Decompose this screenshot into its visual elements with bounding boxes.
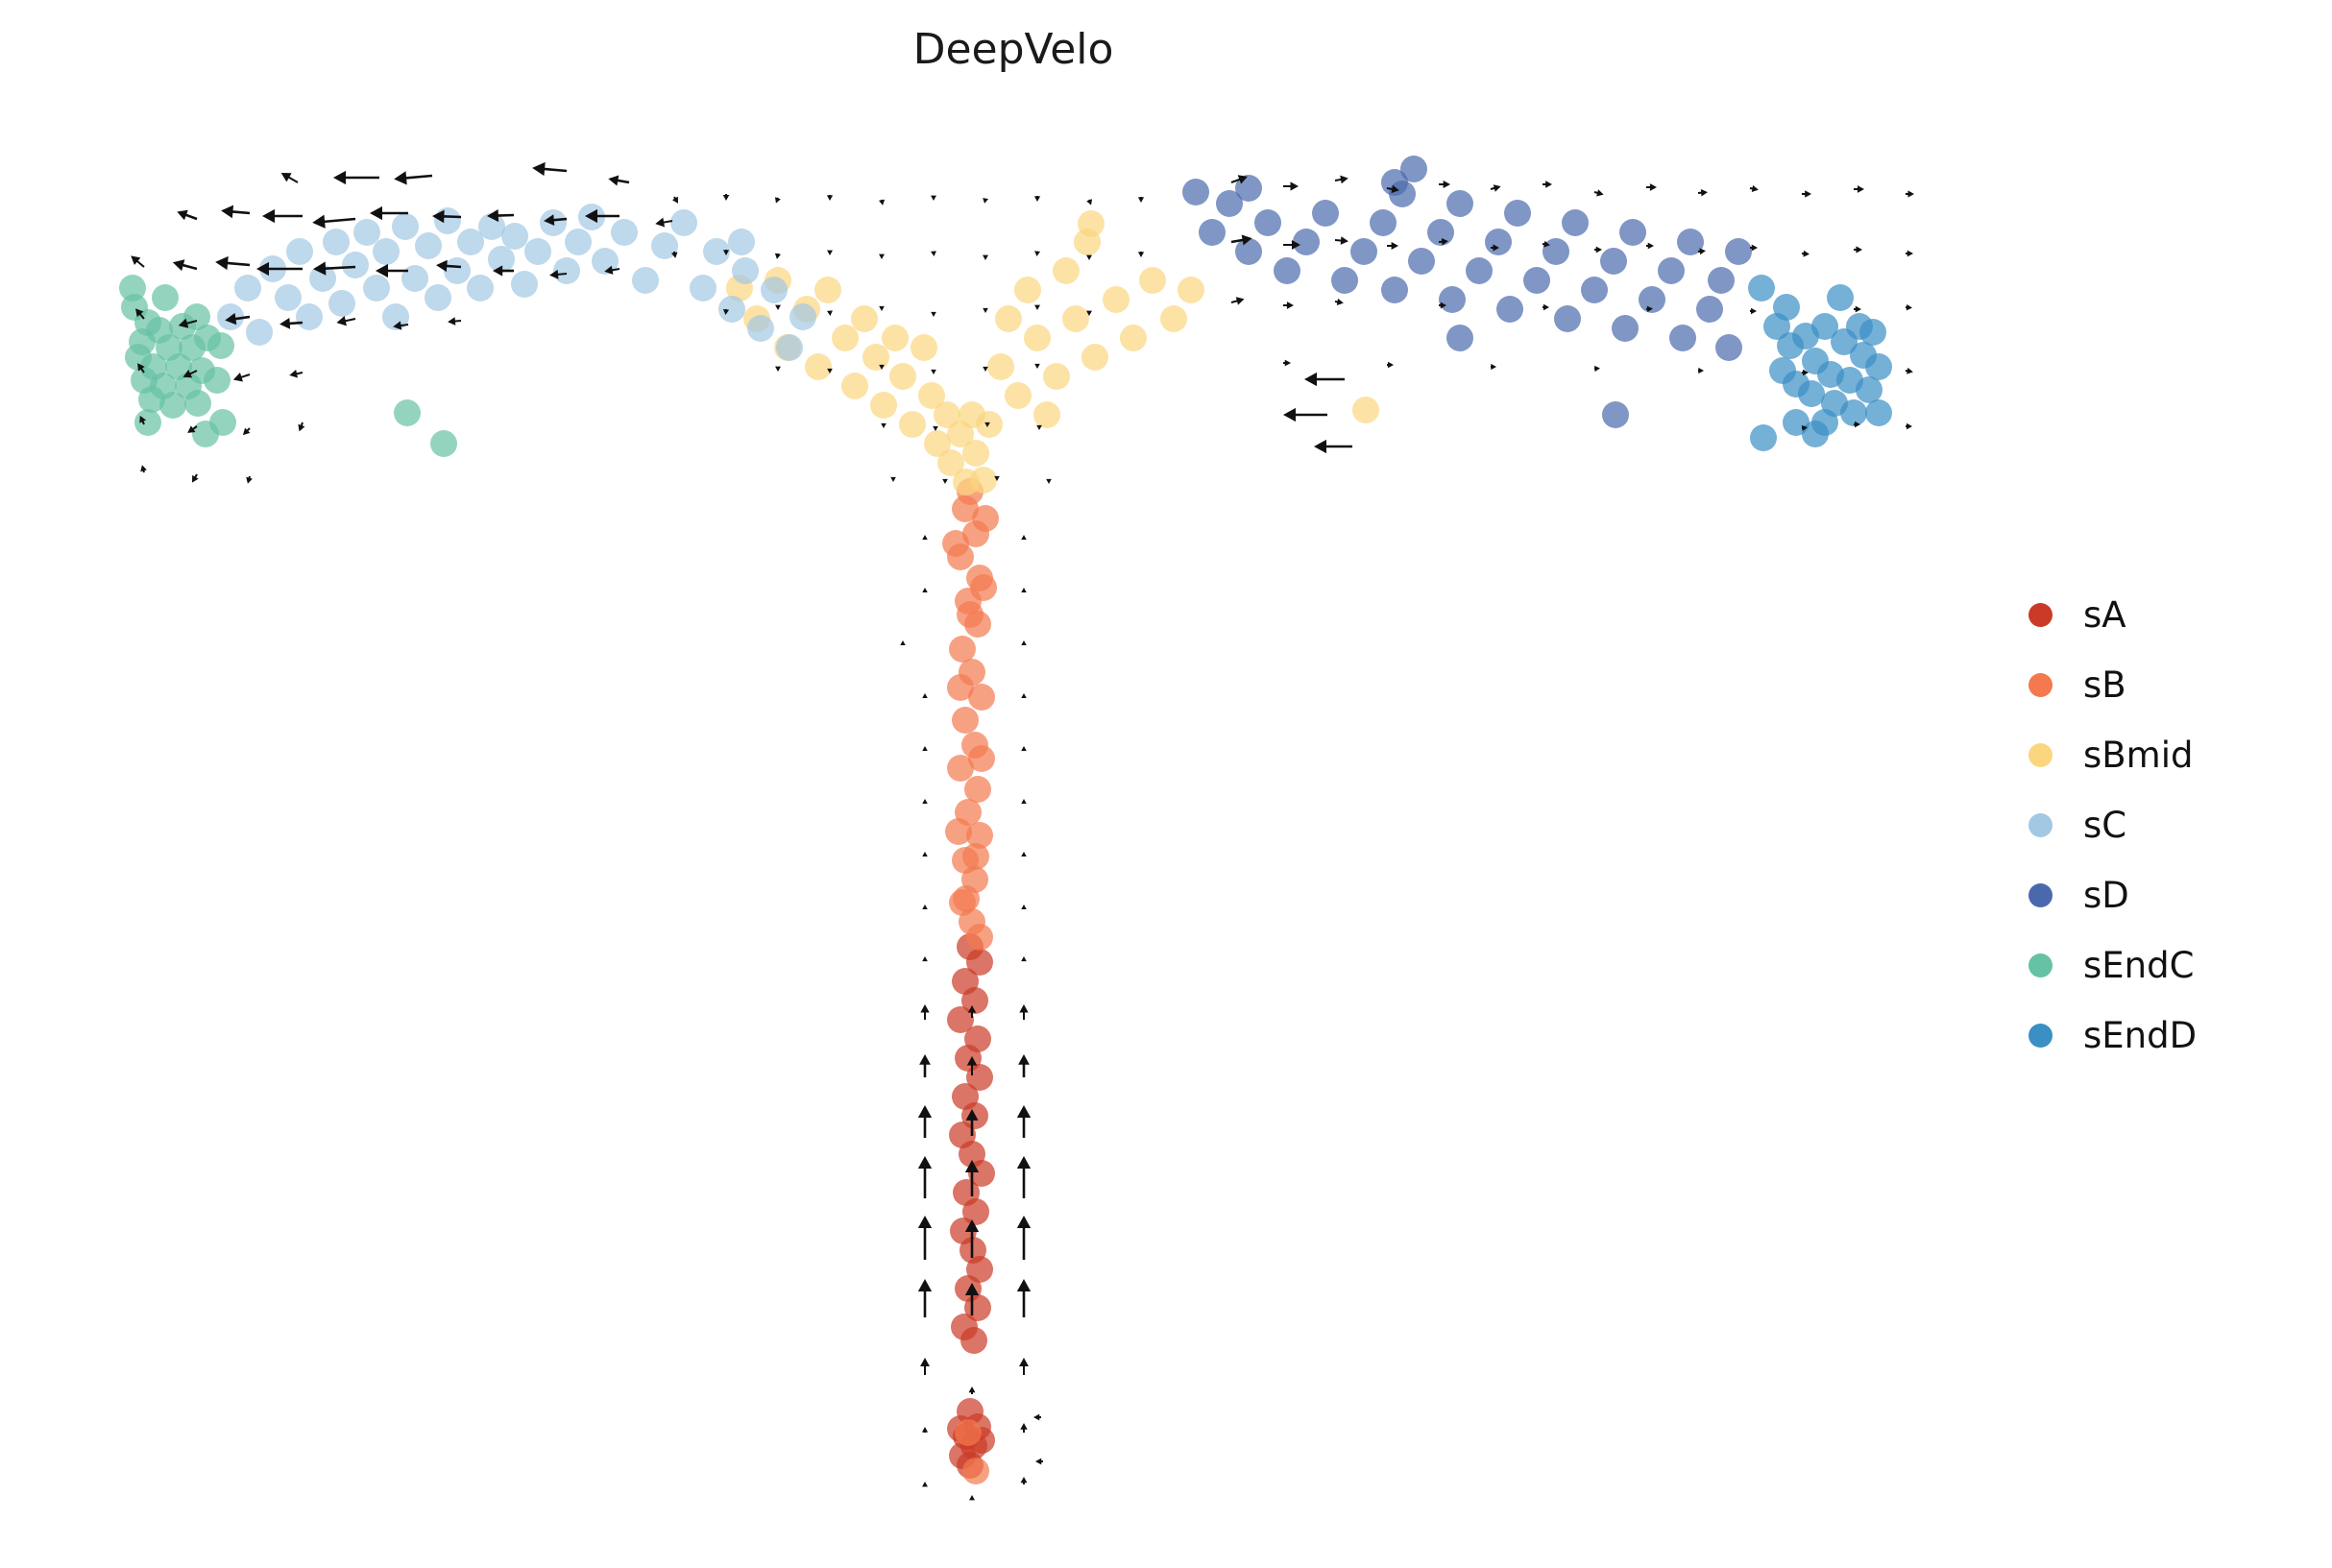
legend-item-sEndD: sEndD <box>2028 1001 2197 1071</box>
legend-label-sD: sD <box>2083 875 2129 916</box>
legend-swatch-sB <box>2028 673 2053 697</box>
legend-label-sEndC: sEndC <box>2083 945 2195 986</box>
legend-label-sB: sB <box>2083 664 2126 706</box>
legend-label-sA: sA <box>2083 594 2126 636</box>
legend-label-sBmid: sBmid <box>2083 735 2194 776</box>
legend-item-sC: sC <box>2028 790 2197 860</box>
legend-item-sBmid: sBmid <box>2028 720 2197 790</box>
legend-label-sEndD: sEndD <box>2083 1015 2198 1056</box>
legend-swatch-sC <box>2028 813 2053 837</box>
series-sC <box>217 204 816 361</box>
series-sA <box>947 933 995 1479</box>
legend-item-sEndC: sEndC <box>2028 930 2197 1001</box>
series-sEndD <box>1748 275 1892 451</box>
legend-swatch-sEndC <box>2028 953 2053 977</box>
legend: sA sB sBmid sC sD sEndC sEndD <box>2028 580 2197 1071</box>
series-sEndC <box>119 275 457 457</box>
chart-title: DeepVelo <box>912 25 1114 74</box>
series-sD <box>1182 156 1752 428</box>
legend-swatch-sD <box>2028 883 2053 907</box>
legend-swatch-sBmid <box>2028 743 2053 767</box>
legend-swatch-sEndD <box>2028 1024 2053 1048</box>
series-sB <box>942 478 999 1484</box>
legend-label-sC: sC <box>2083 805 2127 846</box>
legend-item-sB: sB <box>2028 650 2197 720</box>
legend-item-sD: sD <box>2028 860 2197 930</box>
legend-swatch-sA <box>2028 603 2053 627</box>
quiver-arrows <box>131 161 1914 1501</box>
series-sBmid <box>726 210 1379 495</box>
legend-item-sA: sA <box>2028 580 2197 650</box>
